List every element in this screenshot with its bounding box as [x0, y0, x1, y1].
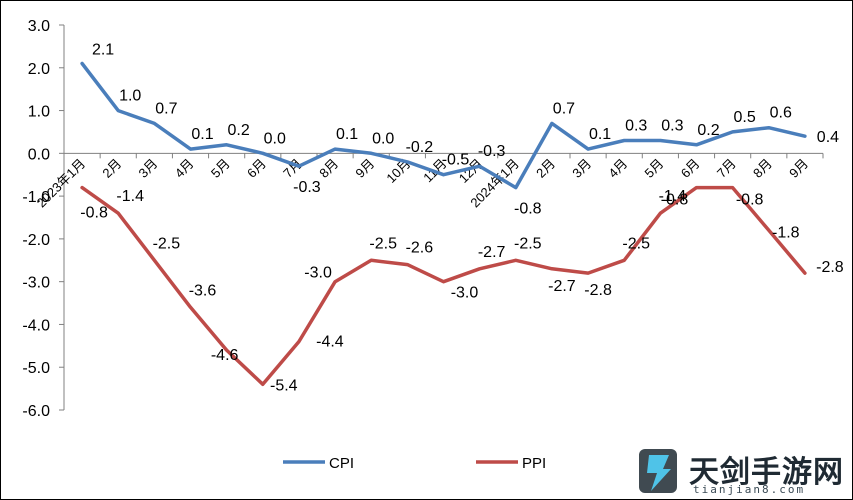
series-lines: [80, 61, 807, 387]
y-tick-label: 1.0: [28, 104, 50, 121]
y-tick-label: 2.0: [28, 61, 50, 78]
data-label-ppi: -2.5: [153, 235, 181, 252]
data-label-ppi: -2.5: [369, 235, 397, 252]
data-label-cpi: 0.5: [734, 109, 756, 126]
x-tick-label: 6月: [244, 156, 269, 181]
x-tick-label: 8月: [750, 156, 775, 181]
data-label-cpi: -0.3: [293, 179, 321, 196]
data-label-ppi: -3.0: [451, 285, 479, 302]
x-tick-label: 6月: [678, 156, 703, 181]
data-label-ppi: -1.4: [659, 188, 687, 205]
data-label-cpi: 0.2: [228, 122, 250, 139]
data-label-ppi: -2.7: [478, 244, 506, 261]
data-label-ppi: -1.8: [772, 224, 800, 241]
y-tick-label: -1.0: [22, 189, 50, 206]
data-label-ppi: -0.8: [80, 205, 108, 222]
data-label-cpi: 0.3: [661, 118, 683, 135]
x-tick-label: 5月: [208, 156, 233, 181]
x-tick-label: 2月: [533, 156, 558, 181]
x-tick-label: 3月: [569, 156, 594, 181]
data-label-ppi: -4.6: [211, 347, 239, 364]
data-label-ppi: -4.4: [316, 334, 344, 351]
data-label-cpi: 0.4: [817, 129, 839, 146]
x-tick-label: 3月: [136, 156, 161, 181]
y-tick-label: -2.0: [22, 232, 50, 249]
y-tick-label: 3.0: [28, 18, 50, 35]
x-tick-label: 4月: [172, 156, 197, 181]
x-tick-label: 4月: [605, 156, 630, 181]
y-tick-label: -4.0: [22, 317, 50, 334]
logo-icon: [639, 449, 677, 493]
legend-cpi-label: CPI: [329, 455, 354, 472]
data-label-cpi: 0.6: [770, 105, 792, 122]
y-tick-label: -5.0: [22, 360, 50, 377]
series-line-ppi: [80, 185, 807, 387]
data-label-ppi: -5.4: [270, 377, 298, 394]
data-label-cpi: 0.1: [191, 126, 213, 143]
data-label-cpi: 0.7: [155, 100, 177, 117]
data-label-cpi: 0.2: [697, 122, 719, 139]
data-label-cpi: 0.1: [336, 126, 358, 143]
series-line-cpi: [80, 61, 807, 190]
x-tick-label: 9月: [786, 156, 811, 181]
x-tick-label: 5月: [642, 156, 667, 181]
data-label-cpi: 0.3: [625, 118, 647, 135]
data-label-cpi: 0.0: [264, 130, 286, 147]
data-label-cpi: 0.0: [372, 130, 394, 147]
data-label-ppi: -0.8: [661, 192, 689, 209]
data-label-cpi: -0.2: [406, 139, 434, 156]
y-tick-label: 0.0: [28, 146, 50, 163]
data-label-ppi: -2.8: [816, 259, 844, 276]
x-tick-label: 9月: [352, 156, 377, 181]
data-label-cpi: -0.3: [478, 143, 506, 160]
data-label-ppi: -0.8: [736, 192, 764, 209]
y-tick-label: -6.0: [22, 403, 50, 420]
data-label-ppi: -2.6: [406, 240, 434, 257]
watermark: 天剑手游网 tianjian8.com: [629, 445, 851, 497]
data-label-ppi: -2.8: [584, 282, 612, 299]
data-label-ppi: -1.4: [116, 188, 144, 205]
y-tick-label: -3.0: [22, 275, 50, 292]
data-label-cpi: 0.1: [589, 126, 611, 143]
data-label-ppi: -3.6: [189, 282, 217, 299]
legend-ppi-label: PPI: [522, 455, 546, 472]
data-label-cpi: 0.7: [553, 100, 575, 117]
data-label-ppi: -2.5: [514, 235, 542, 252]
x-tick-label: 8月: [316, 156, 341, 181]
x-tick-label: 2023年1月: [34, 156, 89, 211]
watermark-title: 天剑手游网: [689, 455, 844, 490]
data-label-ppi: -2.5: [622, 235, 650, 252]
watermark-url: tianjian8.com: [693, 483, 806, 496]
x-tick-label: 7月: [714, 156, 739, 181]
y-axis: 3.0 2.0 1.0 0.0 -1.0 -2.0 -3.0 -4.0 -5.0 -6.0: [22, 18, 65, 420]
data-label-cpi: -0.8: [514, 201, 542, 218]
data-label-cpi: -0.5: [442, 152, 470, 169]
data-label-ppi: -3.0: [304, 265, 332, 282]
data-label-cpi: 1.0: [119, 88, 141, 105]
legend: CPI PPI: [283, 455, 546, 472]
data-label-cpi: 2.1: [92, 42, 114, 59]
data-labels: 2.1 1.0 0.7 0.1 0.2 0.0 -0.3 0.1 0.0 -0.2 -0.5 -0.3…: [80, 42, 844, 395]
data-label-ppi: -2.7: [548, 278, 576, 295]
x-tick-label: 2月: [99, 156, 124, 181]
